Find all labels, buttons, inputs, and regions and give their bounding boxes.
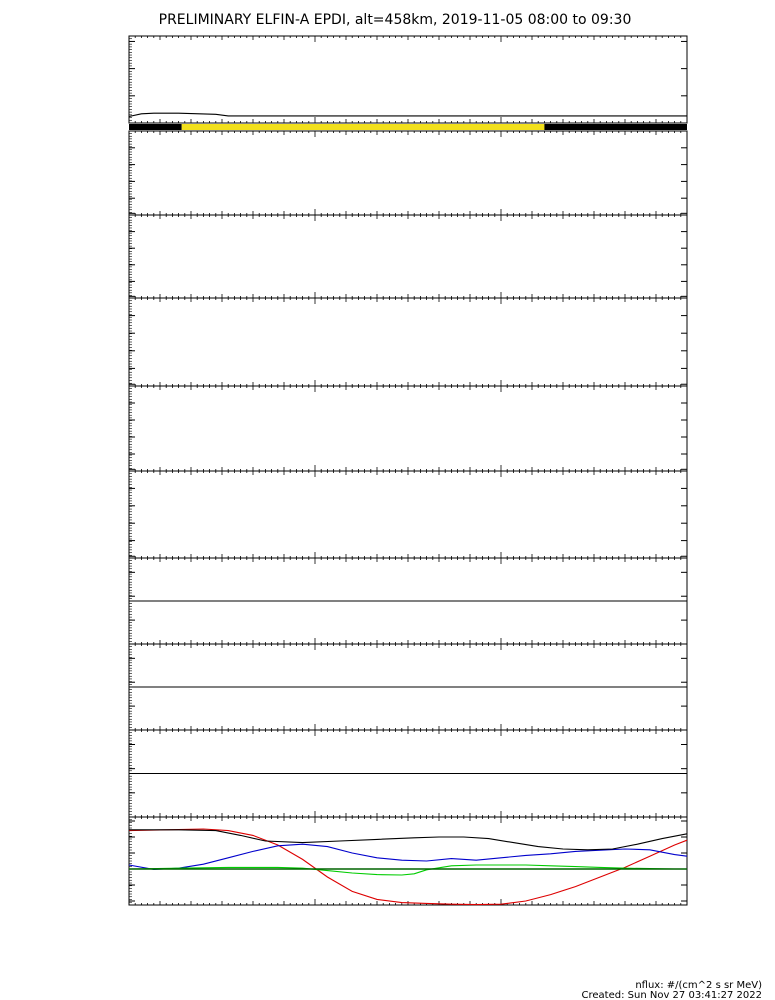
- zone-bar-segment-0: [129, 124, 182, 130]
- panel-frame: [128, 470, 688, 559]
- panel-ela_pef_en_precovrperp: [128, 214, 688, 299]
- panel-proxy_ae: [128, 35, 688, 124]
- series-line-E: [128, 864, 687, 876]
- panel-frame: [128, 130, 688, 216]
- panel-frame: [128, 214, 688, 299]
- footer-created: Created: Sun Nov 27 03:41:27 2022: [582, 990, 762, 1000]
- plot-title: PRELIMINARY ELFIN-A EPDI, alt=458km, 201…: [159, 12, 632, 28]
- series-line-s0: [128, 112, 687, 118]
- panel-ela_pif_en_omni: [128, 297, 688, 387]
- panel-ela_pif_en_precovrperp: [128, 470, 688, 559]
- panel-ela_pif_en_prec: [128, 385, 688, 472]
- panel-ela_pif_pa_ch2LC: [128, 729, 688, 818]
- panel-ela_pif_pa_ch1LC: [128, 643, 688, 731]
- panel-igrf: [128, 816, 688, 906]
- panel-frame: [128, 297, 688, 387]
- zone-bar-segment-2: [544, 124, 687, 130]
- panels: [128, 35, 688, 906]
- series-line-N: [128, 843, 688, 870]
- panel-sci_zone_bar: [129, 124, 687, 130]
- footer-units: nflux: #/(cm^2 s sr MeV): [635, 980, 762, 991]
- panel-ela_pef_en_omni: [128, 130, 688, 216]
- panel-frame: [128, 35, 688, 124]
- series-line-D: [128, 828, 688, 906]
- panel-ela_pif_pa_ch0LC: [128, 557, 688, 645]
- zone-bar-segment-1: [181, 124, 545, 130]
- panel-frame: [128, 385, 688, 472]
- series-line-total: [129, 829, 688, 851]
